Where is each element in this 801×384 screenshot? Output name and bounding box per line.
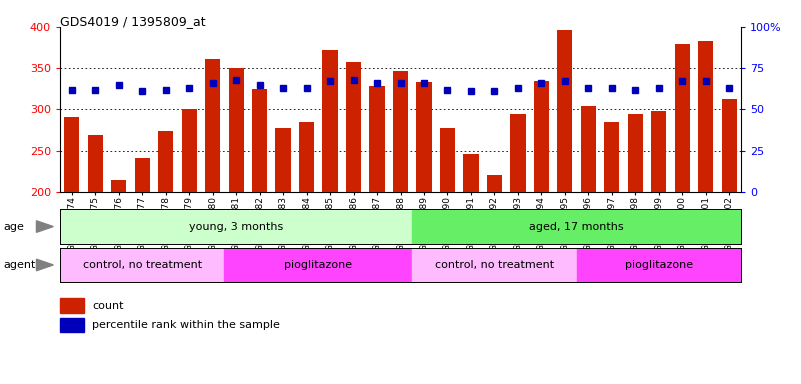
Bar [135,158,150,192]
Bar [413,248,577,282]
Bar [64,117,79,192]
Bar [722,99,737,192]
Bar [60,248,224,282]
Bar [651,111,666,192]
Bar [440,128,455,192]
Text: pioglitazone: pioglitazone [625,260,693,270]
Bar [60,298,84,313]
Bar [252,89,268,192]
Bar [413,209,741,244]
Text: control, no treatment: control, no treatment [435,260,554,270]
Bar [604,122,619,192]
Bar [510,114,525,192]
Bar [228,68,244,192]
Bar [276,128,291,192]
Bar [417,82,432,192]
Bar [577,248,741,282]
Text: pioglitazone: pioglitazone [284,260,352,270]
Bar [392,71,409,192]
Text: aged, 17 months: aged, 17 months [529,222,624,232]
Bar [60,318,84,332]
Text: age: age [3,222,24,232]
Bar [628,114,643,192]
Text: count: count [92,301,123,311]
Bar [463,154,478,192]
Bar [182,109,197,192]
Bar [299,122,314,192]
Bar [487,175,502,192]
Bar [111,180,127,192]
Bar [87,135,103,192]
Bar [158,131,173,192]
Bar [323,50,338,192]
Text: percentile rank within the sample: percentile rank within the sample [92,320,280,330]
Bar [224,248,413,282]
Bar [60,209,413,244]
Text: GDS4019 / 1395809_at: GDS4019 / 1395809_at [60,15,206,28]
Polygon shape [36,259,53,271]
Bar [346,62,361,192]
Text: young, 3 months: young, 3 months [189,222,284,232]
Bar [674,44,690,192]
Polygon shape [36,221,53,232]
Bar [557,30,573,192]
Bar [698,41,714,192]
Bar [205,59,220,192]
Bar [533,81,549,192]
Bar [581,106,596,192]
Text: agent: agent [3,260,35,270]
Bar [369,86,384,192]
Text: control, no treatment: control, no treatment [83,260,202,270]
